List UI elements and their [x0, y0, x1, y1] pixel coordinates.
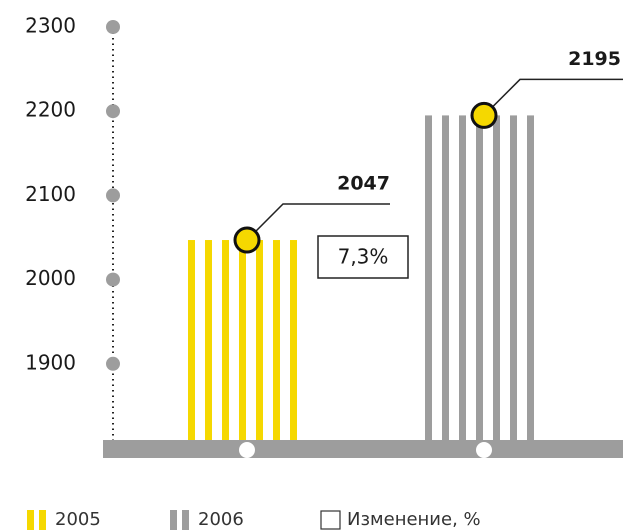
tick-dot — [106, 188, 120, 203]
y-tick-label: 2300 — [25, 14, 76, 38]
leader-line — [483, 78, 623, 116]
legend-box — [320, 510, 341, 530]
bar — [425, 115, 544, 448]
base-dot — [239, 442, 255, 458]
legend-swatch — [39, 510, 46, 530]
base-dot — [476, 442, 492, 458]
y-tick-label: 2000 — [25, 266, 76, 290]
legend-label: Изменение, % — [347, 509, 481, 530]
value-label: 2047 — [337, 173, 390, 195]
tick-dot — [106, 356, 120, 371]
change-label: 7,3% — [338, 245, 389, 269]
legend-swatch — [170, 510, 177, 530]
leader-line — [246, 203, 390, 241]
value-label: 2195 — [568, 48, 621, 70]
legend-label: 2006 — [198, 509, 244, 530]
legend-label: 2005 — [55, 509, 101, 530]
value-marker — [470, 101, 498, 129]
change-box — [317, 235, 409, 279]
legend-swatch — [27, 510, 34, 530]
tick-dot — [106, 20, 120, 34]
value-marker — [233, 226, 261, 254]
baseline — [103, 440, 623, 458]
y-tick-label: 1900 — [25, 350, 76, 374]
tick-dot — [106, 104, 120, 119]
y-tick-label: 2100 — [25, 182, 76, 206]
tick-dot — [106, 272, 120, 287]
legend-swatch — [182, 510, 189, 530]
bar — [188, 240, 307, 448]
y-tick-label: 2200 — [25, 98, 76, 122]
